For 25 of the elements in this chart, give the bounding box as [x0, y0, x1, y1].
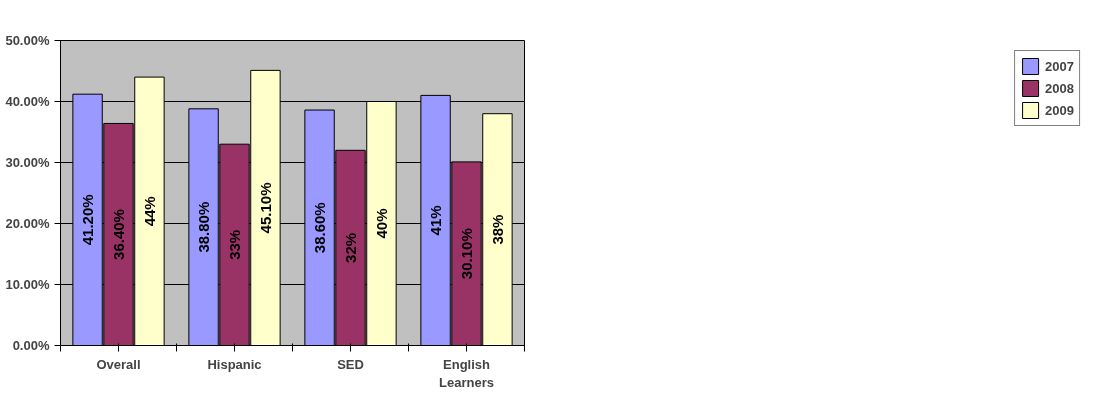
data-label: 41.20%	[79, 194, 97, 246]
y-tick-label: 10.00%	[5, 277, 50, 292]
y-tick-label: 40.00%	[5, 94, 50, 109]
data-label: 38.60%	[311, 202, 329, 254]
y-tick-label: 0.00%	[12, 338, 50, 353]
legend-label: 2009	[1045, 102, 1074, 118]
data-label: 45.10%	[256, 182, 274, 234]
x-tick-label: Overall	[96, 356, 141, 372]
legend-label: 2008	[1045, 80, 1074, 96]
x-tick-label: Hispanic	[207, 356, 262, 372]
data-label: 32%	[342, 232, 359, 263]
y-tick-label: 30.00%	[5, 155, 50, 170]
x-tick-label: SED	[337, 356, 364, 372]
data-label: 40%	[372, 208, 390, 239]
data-label: 30.10%	[458, 228, 475, 280]
data-label: 33%	[226, 229, 243, 260]
data-label: 38%	[488, 214, 506, 245]
data-label: 44%	[140, 196, 158, 227]
data-label: 41%	[427, 205, 445, 236]
data-label: 36.40%	[110, 209, 127, 260]
y-tick-label: 20.00%	[5, 216, 50, 231]
x-tick-label: English Learners	[439, 356, 494, 390]
legend-label: 2007	[1045, 58, 1074, 74]
y-tick-label: 50.00%	[5, 33, 50, 48]
data-label: 38.80%	[195, 201, 213, 253]
